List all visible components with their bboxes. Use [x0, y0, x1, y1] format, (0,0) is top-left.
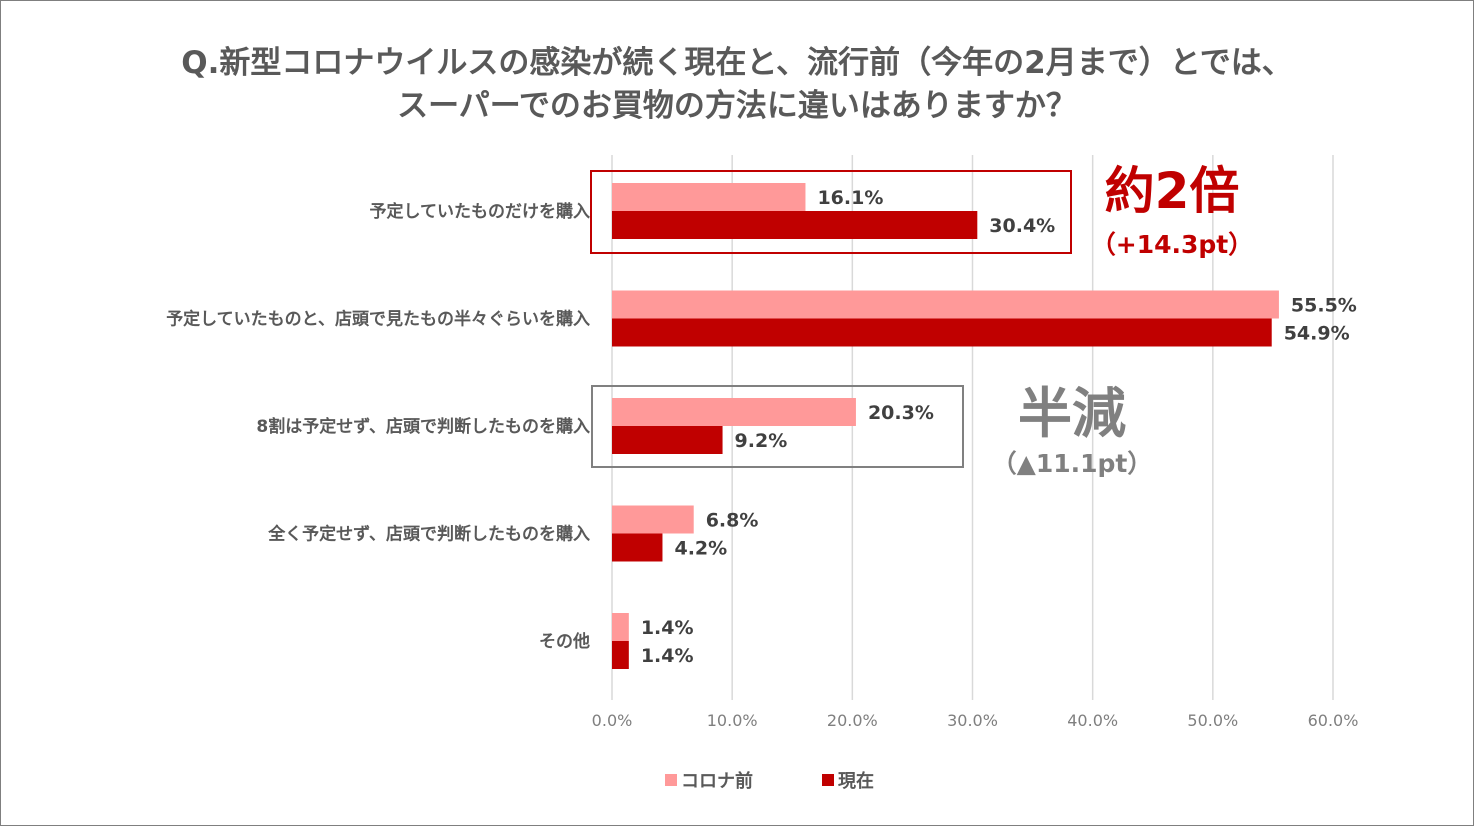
legend-label: コロナ前 — [681, 770, 753, 792]
data-label: 54.9% — [1284, 323, 1350, 345]
bar-current — [612, 318, 1272, 347]
bar-before — [612, 398, 856, 426]
bar-before — [612, 183, 806, 211]
data-label: 1.4% — [641, 645, 694, 667]
annotation-main: 約2倍 — [1105, 162, 1240, 220]
bar-current — [612, 426, 723, 454]
x-tick-label: 0.0% — [592, 711, 633, 730]
annotation-sub: （▲11.1pt） — [992, 449, 1153, 478]
category-label: 8割は予定せず、店頭で判断したものを購入 — [256, 416, 590, 437]
data-label: 6.8% — [706, 510, 759, 532]
x-tick-label: 60.0% — [1308, 711, 1359, 730]
annotation-main: 半減 — [1018, 382, 1126, 445]
legend-label: 現在 — [838, 770, 874, 792]
x-tick-label: 40.0% — [1067, 711, 1118, 730]
legend-swatch — [665, 774, 677, 786]
bar-current — [612, 533, 663, 562]
category-label: 予定していたものと、店頭で見たもの半々ぐらいを購入 — [166, 309, 590, 330]
bar-current — [612, 211, 978, 239]
x-tick-label: 10.0% — [707, 711, 758, 730]
chart-title-line2: スーパーでのお買物の方法に違いはありますか？ — [397, 88, 1077, 124]
data-label: 30.4% — [989, 215, 1055, 237]
x-tick-label: 30.0% — [947, 711, 998, 730]
x-tick-label: 20.0% — [827, 711, 878, 730]
bar-before — [612, 505, 694, 534]
x-tick-label: 50.0% — [1187, 711, 1238, 730]
bar-current — [612, 641, 629, 669]
data-label: 9.2% — [735, 430, 788, 452]
category-label: その他 — [539, 631, 590, 652]
annotation-sub: （+14.3pt） — [1091, 230, 1253, 259]
bar-before — [612, 613, 629, 641]
category-label: 全く予定せず、店頭で判断したものを購入 — [267, 524, 590, 545]
data-label: 1.4% — [641, 617, 694, 639]
data-label: 16.1% — [817, 187, 883, 209]
highlight-box — [590, 170, 1072, 254]
data-label: 20.3% — [868, 402, 934, 424]
category-label: 予定していたものだけを購入 — [370, 201, 591, 222]
chart-title: Q.新型コロナウイルスの感染が続く現在と、流行前（今年の2月まで）とでは、 — [181, 45, 1293, 81]
data-label: 4.2% — [674, 538, 727, 560]
data-label: 55.5% — [1291, 295, 1357, 317]
bar-before — [612, 290, 1279, 319]
legend-swatch — [822, 774, 834, 786]
highlight-box — [591, 385, 964, 468]
